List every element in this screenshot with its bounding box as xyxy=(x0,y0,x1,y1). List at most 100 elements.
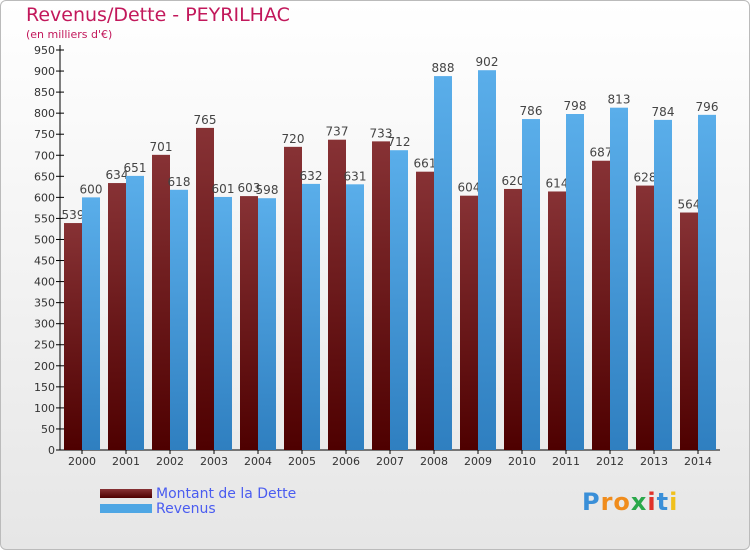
bar-revenus xyxy=(698,114,716,450)
bar-revenus xyxy=(522,119,540,450)
bar-dette xyxy=(416,171,434,450)
y-tick-label: 750 xyxy=(34,128,55,141)
y-tick-label: 150 xyxy=(34,381,55,394)
bar-revenus xyxy=(126,175,144,451)
y-tick-label: 250 xyxy=(34,339,55,352)
data-label: 631 xyxy=(344,169,367,183)
data-label: 786 xyxy=(520,104,543,118)
bar-dette xyxy=(372,141,390,451)
bar-dette xyxy=(636,185,654,450)
bar-revenus xyxy=(434,76,452,451)
x-tick-label: 2001 xyxy=(112,455,140,468)
data-label: 888 xyxy=(432,61,455,75)
bar-revenus xyxy=(390,150,408,451)
y-tick-label: 300 xyxy=(34,318,55,331)
bar-dette xyxy=(460,195,478,450)
bar-dette xyxy=(108,183,126,451)
data-label: 600 xyxy=(80,182,103,196)
bar-dette xyxy=(680,212,698,450)
data-label: 651 xyxy=(124,161,147,175)
data-label: 661 xyxy=(414,157,437,171)
bar-revenus xyxy=(346,184,364,450)
data-label: 634 xyxy=(106,168,129,182)
y-tick-label: 100 xyxy=(34,402,55,415)
legend-label: Montant de la Dette xyxy=(156,485,297,502)
data-label: 620 xyxy=(502,174,525,188)
proxiti-logo: Proxiti xyxy=(582,488,679,516)
bar-dette xyxy=(284,146,302,450)
bar-revenus xyxy=(170,189,188,450)
y-tick-label: 400 xyxy=(34,276,55,289)
legend-swatch xyxy=(100,489,152,498)
y-tick-label: 200 xyxy=(34,360,55,373)
legend-item-revenus: Revenus xyxy=(100,500,296,517)
x-tick-label: 2006 xyxy=(332,455,360,468)
data-label: 614 xyxy=(546,176,569,190)
bar-dette xyxy=(240,196,258,450)
y-tick-label: 900 xyxy=(34,65,55,78)
data-label: 603 xyxy=(238,181,261,195)
x-tick-label: 2008 xyxy=(420,455,448,468)
data-label: 733 xyxy=(370,126,393,140)
y-tick-label: 450 xyxy=(34,255,55,268)
y-tick-label: 800 xyxy=(34,107,55,120)
x-tick-label: 2003 xyxy=(200,455,228,468)
x-tick-label: 2011 xyxy=(552,455,580,468)
bar-dette xyxy=(548,191,566,450)
x-tick-label: 2002 xyxy=(156,455,184,468)
x-tick-label: 2013 xyxy=(640,455,668,468)
y-tick-label: 700 xyxy=(34,149,55,162)
data-label: 632 xyxy=(300,169,323,183)
data-label: 798 xyxy=(564,99,587,113)
data-label: 604 xyxy=(458,181,481,195)
x-tick-label: 2010 xyxy=(508,455,536,468)
bar-revenus xyxy=(566,114,584,450)
bar-revenus xyxy=(654,119,672,450)
data-label: 796 xyxy=(696,100,719,114)
data-label: 712 xyxy=(388,135,411,149)
bar-revenus xyxy=(610,107,628,451)
data-label: 720 xyxy=(282,132,305,146)
x-tick-label: 2009 xyxy=(464,455,492,468)
y-tick-label: 850 xyxy=(34,86,55,99)
bar-dette xyxy=(504,188,522,450)
y-tick-label: 0 xyxy=(48,444,55,457)
x-tick-label: 2014 xyxy=(684,455,712,468)
data-label: 601 xyxy=(212,182,235,196)
data-label: 784 xyxy=(652,105,675,119)
data-label: 628 xyxy=(634,171,657,185)
bar-revenus xyxy=(478,70,496,451)
y-tick-label: 50 xyxy=(41,423,55,436)
bar-revenus xyxy=(258,198,276,450)
x-tick-label: 2012 xyxy=(596,455,624,468)
bar-revenus xyxy=(214,196,232,450)
data-label: 701 xyxy=(150,140,173,154)
data-label: 902 xyxy=(476,55,499,69)
data-label: 564 xyxy=(678,198,701,212)
data-label: 737 xyxy=(326,125,349,139)
x-tick-label: 2000 xyxy=(68,455,96,468)
bar-dette xyxy=(196,127,214,450)
data-label: 813 xyxy=(608,93,631,107)
bar-revenus xyxy=(82,197,100,450)
y-tick-label: 550 xyxy=(34,212,55,225)
bar-dette xyxy=(152,154,170,450)
data-label: 539 xyxy=(62,208,85,222)
y-tick-label: 650 xyxy=(34,170,55,183)
chart-subtitle: (en milliers d'€) xyxy=(26,28,113,41)
x-tick-label: 2007 xyxy=(376,455,404,468)
x-tick-label: 2005 xyxy=(288,455,316,468)
bar-dette xyxy=(592,160,610,450)
data-label: 618 xyxy=(168,175,191,189)
legend-item-dette: Montant de la Dette xyxy=(100,485,297,502)
bar-dette xyxy=(64,223,82,450)
chart-title: Revenus/Dette - PEYRILHAC xyxy=(26,4,290,26)
data-label: 598 xyxy=(256,183,279,197)
legend-label: Revenus xyxy=(156,500,216,517)
bar-revenus xyxy=(302,183,320,451)
y-tick-label: 950 xyxy=(34,44,55,57)
bar-dette xyxy=(328,139,346,450)
x-tick-label: 2004 xyxy=(244,455,272,468)
legend-swatch xyxy=(100,504,152,513)
